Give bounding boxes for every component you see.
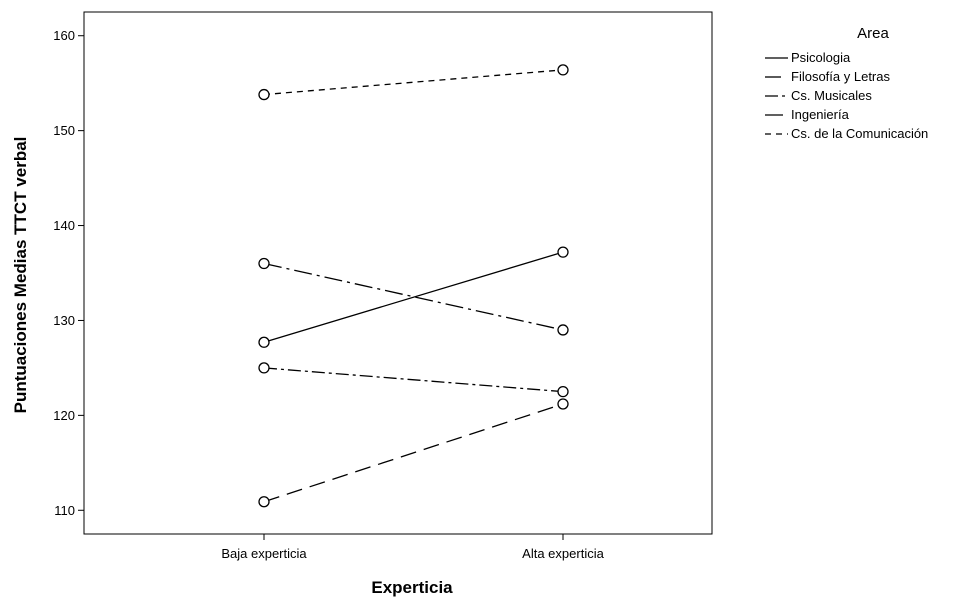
data-point — [258, 336, 270, 348]
series-2 — [258, 398, 569, 508]
legend-label: Psicologia — [791, 50, 851, 65]
y-axis: 110 120 130 140 150 160 — [53, 28, 84, 518]
legend-label: Cs. Musicales — [791, 88, 872, 103]
y-tick-label: 130 — [53, 313, 75, 328]
series-3 — [258, 362, 569, 398]
x-axis-title: Experticia — [371, 578, 453, 597]
series-line — [263, 251, 564, 343]
data-point — [557, 246, 569, 258]
series-5 — [258, 64, 569, 101]
series-line — [263, 403, 564, 503]
x-tick-label: Alta experticia — [522, 546, 604, 561]
legend-label: Filosofía y Letras — [791, 69, 890, 84]
data-point — [557, 64, 569, 76]
series-line — [263, 367, 564, 393]
legend-label: Cs. de la Comunicación — [791, 126, 928, 141]
series-1 — [258, 246, 569, 348]
series-line — [263, 262, 564, 331]
data-point — [258, 496, 270, 508]
y-tick-label: 150 — [53, 123, 75, 138]
y-tick-label: 120 — [53, 408, 75, 423]
y-tick-label: 140 — [53, 218, 75, 233]
data-point — [557, 385, 569, 398]
y-tick-label: 110 — [54, 503, 75, 518]
y-tick-label: 160 — [53, 28, 75, 43]
series-4 — [258, 257, 569, 336]
data-point — [258, 257, 270, 270]
x-tick-label: Baja experticia — [221, 546, 307, 561]
x-axis: Baja experticia Alta experticia — [221, 534, 605, 561]
data-point — [557, 324, 569, 336]
y-axis-title: Puntuaciones Medias TTCT verbal — [11, 137, 30, 414]
legend-title: Area — [857, 25, 889, 42]
series-line — [263, 69, 564, 96]
data-point — [258, 362, 270, 374]
data-point — [258, 88, 270, 101]
legend: Area Psicologia Filosofía y Letras Cs. Mus… — [765, 25, 928, 141]
data-point — [557, 398, 569, 410]
legend-label: Ingeniería — [791, 107, 850, 122]
series-layer — [258, 64, 569, 508]
plot-frame — [83, 11, 713, 535]
